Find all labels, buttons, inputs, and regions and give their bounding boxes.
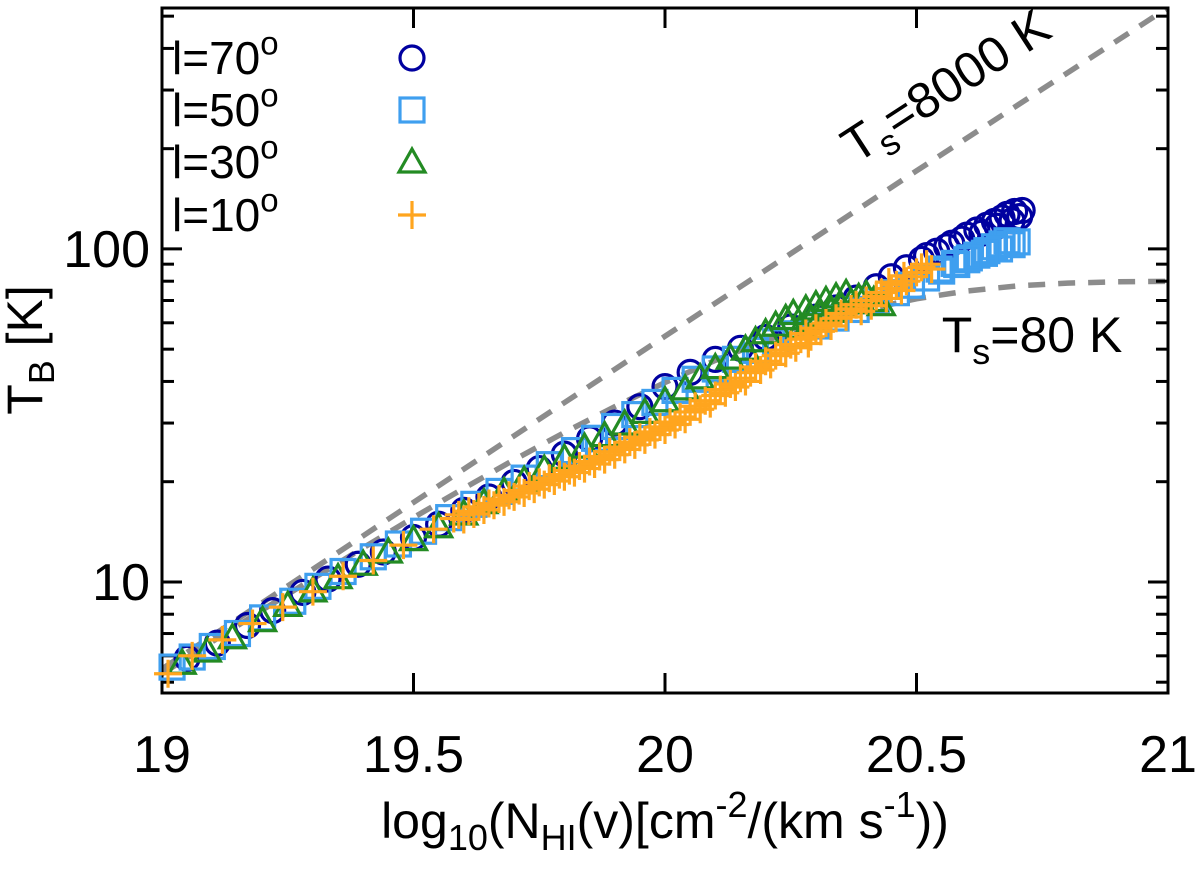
y-axis-label: TB [K] bbox=[0, 285, 62, 415]
annotation-ts-80k: Ts=80 K bbox=[942, 307, 1123, 372]
data-point-marker bbox=[191, 634, 224, 663]
data-point-marker bbox=[940, 249, 968, 277]
data-point-marker bbox=[874, 268, 903, 297]
legend-marker-circle bbox=[398, 44, 426, 72]
data-point-marker bbox=[298, 577, 327, 606]
data-point-marker bbox=[216, 621, 249, 650]
legend-marker-triangle bbox=[396, 145, 428, 174]
legend-label-l-10o: l=10o bbox=[172, 182, 279, 241]
y-tick-label: 100 bbox=[63, 221, 150, 279]
data-point-marker bbox=[777, 297, 810, 326]
data-point-marker bbox=[166, 646, 198, 675]
data-point-marker bbox=[233, 611, 262, 640]
data-point-marker bbox=[314, 565, 342, 593]
data-point-marker bbox=[699, 351, 732, 380]
x-axis-label: log10(NHI(v)[cm-2/(km s-1)) bbox=[381, 784, 949, 858]
data-point-marker bbox=[268, 593, 297, 622]
reference-curve-ts-8000-k bbox=[162, 8, 1168, 672]
data-point-marker bbox=[178, 641, 207, 670]
reference-curve-ts-80-k bbox=[162, 278, 1168, 677]
x-tick-label: 20.5 bbox=[866, 726, 967, 784]
x-tick-label: 19 bbox=[133, 726, 191, 784]
legend-label-l-50o: l=50o bbox=[172, 77, 279, 136]
data-point-marker bbox=[651, 372, 679, 401]
data-point-marker bbox=[246, 604, 279, 633]
data-point-marker bbox=[917, 255, 946, 284]
reference-curves-layer bbox=[162, 8, 1168, 677]
legend-label-l-30o: l=30o bbox=[172, 129, 279, 188]
x-tick-label: 19.5 bbox=[363, 726, 464, 784]
data-points-layer bbox=[154, 196, 1036, 688]
data-point-marker bbox=[794, 329, 823, 358]
x-tick-label: 20 bbox=[636, 726, 694, 784]
data-point-marker bbox=[889, 261, 918, 290]
data-point-marker bbox=[397, 523, 430, 552]
data-point-marker bbox=[626, 393, 654, 421]
data-point-marker bbox=[208, 625, 237, 654]
data-point-marker bbox=[970, 239, 999, 267]
data-point-marker bbox=[347, 548, 379, 576]
series-l-10 bbox=[154, 250, 946, 688]
y-tick-label: 10 bbox=[92, 554, 150, 612]
data-point-marker bbox=[749, 316, 782, 345]
data-point-marker bbox=[223, 619, 252, 648]
data-point-marker bbox=[955, 244, 983, 272]
data-point-marker bbox=[372, 535, 405, 564]
data-point-marker bbox=[729, 332, 762, 361]
axes-frame-layer bbox=[160, 6, 1170, 695]
data-point-marker bbox=[714, 341, 747, 370]
legend-label-l-70o: l=70o bbox=[172, 25, 279, 84]
data-point-marker bbox=[1008, 196, 1036, 225]
data-point-marker bbox=[1003, 228, 1031, 256]
data-point-marker bbox=[359, 546, 388, 575]
data-point-marker bbox=[912, 250, 941, 279]
annotation-ts-8000k: Ts=8000 K bbox=[831, 0, 1065, 181]
data-point-marker bbox=[154, 659, 183, 688]
data-point-marker bbox=[985, 235, 1014, 263]
data-point-marker bbox=[739, 324, 772, 353]
data-point-marker bbox=[238, 609, 267, 638]
legend-marker-plus bbox=[398, 201, 426, 229]
data-point-marker bbox=[158, 653, 186, 681]
data-point-marker bbox=[329, 562, 358, 591]
data-point-marker bbox=[389, 531, 418, 560]
legend-marker-square bbox=[398, 96, 426, 124]
x-tick-label: 21 bbox=[1139, 726, 1197, 784]
data-point-marker bbox=[419, 515, 448, 544]
